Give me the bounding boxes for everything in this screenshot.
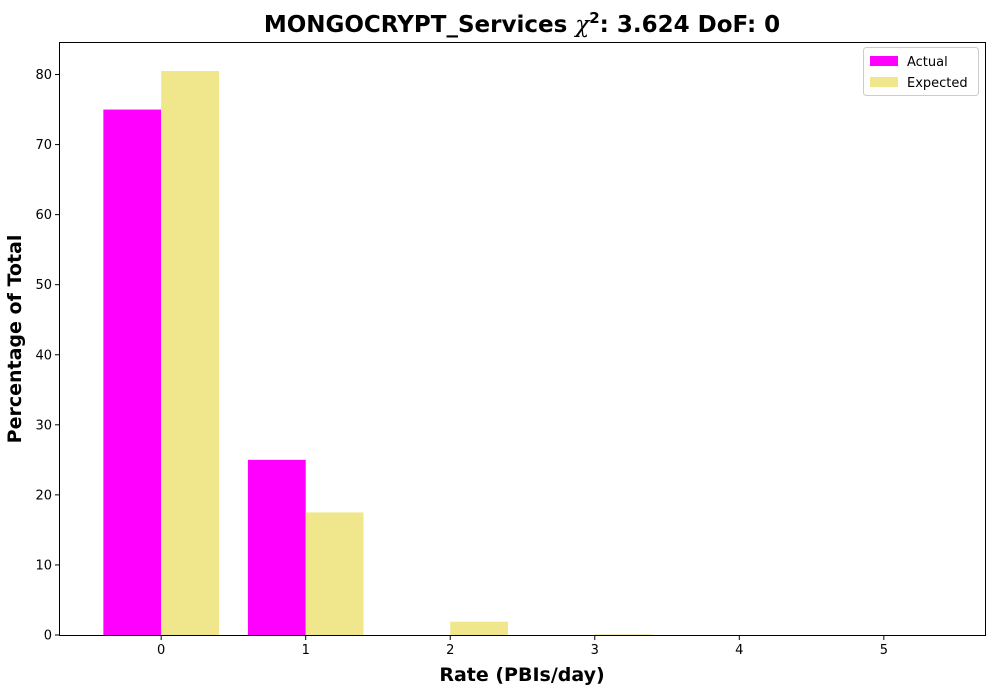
- y-tick-label: 20: [35, 488, 52, 503]
- x-tick-label: 0: [157, 643, 165, 658]
- bar-expected-0: [161, 71, 219, 635]
- y-tick-label: 40: [35, 348, 52, 363]
- y-tick-label: 70: [35, 138, 52, 153]
- y-tick-label: 50: [35, 278, 52, 293]
- chart-title-exp: 2: [589, 9, 599, 27]
- y-tick-label: 60: [35, 208, 52, 223]
- x-tick-label: 3: [591, 643, 599, 658]
- y-tick-label: 10: [35, 558, 52, 573]
- chart-title-prefix: MONGOCRYPT_Services: [264, 12, 575, 38]
- legend-swatch-actual: [870, 56, 898, 66]
- legend: Actual Expected: [863, 47, 979, 96]
- bar-expected-2: [450, 621, 509, 635]
- chart-title-suffix: : 3.624 DoF: 0: [600, 12, 781, 38]
- bar-actual-0: [103, 109, 162, 635]
- x-tick-label: 4: [735, 643, 743, 658]
- bar-expected-1: [305, 512, 364, 635]
- legend-swatch-expected: [870, 77, 898, 87]
- bar-expected-3: [594, 634, 653, 635]
- chart-title-chi: χ: [573, 12, 591, 38]
- y-axis-label: Percentage of Total: [4, 235, 26, 444]
- x-axis-label: Rate (PBIs/day): [439, 664, 604, 686]
- legend-label-actual: Actual: [907, 55, 948, 70]
- y-tick-label: 80: [35, 68, 52, 83]
- x-axis-ticks: 0 1 2 3 4 5: [157, 635, 888, 658]
- chart-title: MONGOCRYPT_Services χ2: 3.624 DoF: 0: [264, 9, 780, 38]
- y-tick-label: 0: [44, 629, 52, 644]
- bars-group: [103, 71, 653, 635]
- x-tick-label: 5: [880, 643, 888, 658]
- bar-actual-1: [247, 459, 306, 635]
- x-tick-label: 1: [302, 643, 310, 658]
- legend-label-expected: Expected: [907, 76, 968, 91]
- y-axis-ticks: 0 10 20 30 40 50 60 70 80: [35, 68, 60, 644]
- plot-area-frame: [59, 42, 986, 636]
- y-tick-label: 30: [35, 418, 52, 433]
- x-tick-label: 2: [446, 643, 454, 658]
